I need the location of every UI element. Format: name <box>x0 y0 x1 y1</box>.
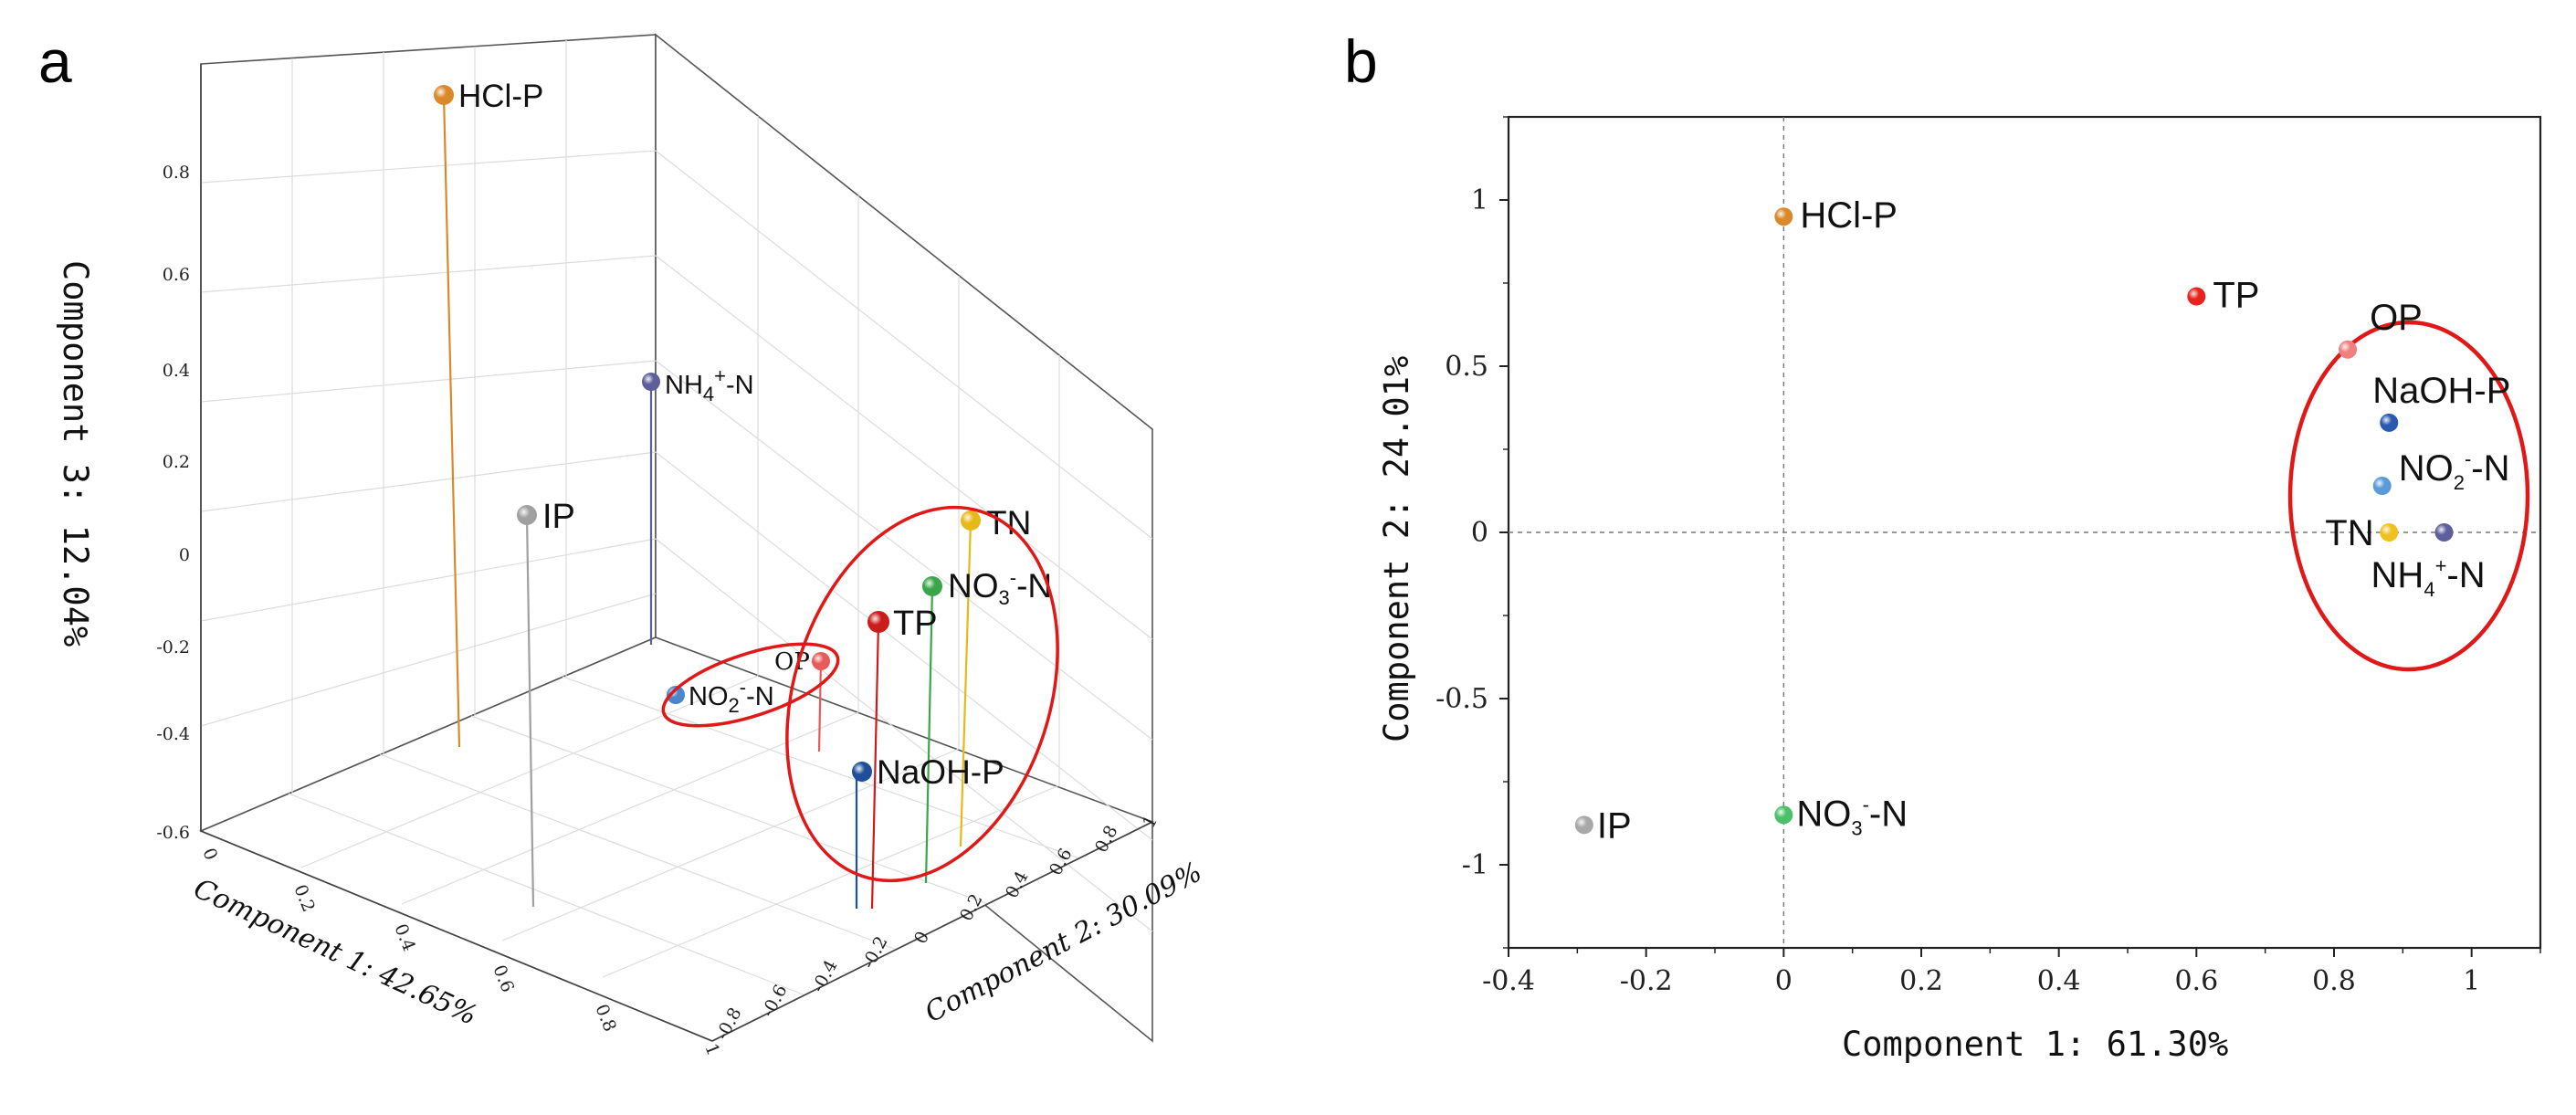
z-tick: -0.2 <box>156 637 190 657</box>
x-tick-label: 0.8 <box>2312 965 2356 997</box>
panel-a-stems <box>442 94 973 910</box>
z-tick: 0 <box>179 545 190 565</box>
highlight-ellipse-small <box>661 642 840 728</box>
highlight-ellipse-large <box>785 505 1059 883</box>
z-tick: 0.4 <box>163 361 190 381</box>
x-tick: 0.4 <box>390 921 419 954</box>
panel-letter-b: b <box>1344 27 1378 95</box>
label-tn: TN <box>2325 513 2373 553</box>
label-no3-n: NO3--N <box>948 566 1052 609</box>
point-shine <box>2372 477 2392 496</box>
x-tick-label: -0.4 <box>1482 965 1535 997</box>
point-shine <box>2380 413 2399 432</box>
x-tick: 0.2 <box>289 882 319 915</box>
label-tp: TP <box>893 605 938 643</box>
point-shine <box>1774 207 1793 226</box>
point-shine <box>1774 805 1793 825</box>
panel-a-points <box>434 85 981 782</box>
x-tick-label: 0.2 <box>1899 965 1943 997</box>
label-hcl-p: HCl-P <box>458 79 543 114</box>
label-nh4-n: NH4+-N <box>2371 554 2486 601</box>
panel-b-plot: -0.4 -0.2 0 0.2 0.4 0.6 0.8 1 1 0.5 0 -0.5 -1 Compone… <box>1377 115 2542 1064</box>
x-axis-label: Component 1: 61.30% <box>1842 1025 2228 1064</box>
x-tick-label: 0 <box>1775 965 1793 997</box>
point-shine <box>2434 523 2454 542</box>
y-tick-label: -0.5 <box>1435 683 1488 715</box>
label-no2-n: NO2--N <box>2399 447 2510 494</box>
x-tick: 0.8 <box>591 1002 620 1035</box>
y-axis-label: Component 2: 24.01% <box>1377 356 1416 742</box>
z-tick-labels: 0.8 0.6 0.4 0.2 0 -0.2 -0.4 -0.6 <box>156 163 190 843</box>
x-tick-label: 1 <box>2463 965 2480 997</box>
label-no3-n: NO3--N <box>1796 793 1908 839</box>
label-tn: TN <box>986 504 1031 542</box>
x-tick: 0 <box>198 846 221 863</box>
label-ip: IP <box>542 498 575 536</box>
y-tick-label: 0 <box>1471 517 1488 549</box>
panel-a-axes <box>200 64 1153 1042</box>
x-tick-label: -0.2 <box>1620 965 1673 997</box>
label-no2-n: NO2--N <box>689 676 774 717</box>
z-axis-label: Component 3: 12.04% <box>56 260 95 647</box>
point-shine <box>2187 287 2206 306</box>
x-tick-label: 0.4 <box>2037 965 2081 997</box>
point-shine <box>1574 815 1593 835</box>
point-shine <box>2380 523 2399 542</box>
z-tick: 0.8 <box>163 163 190 183</box>
panel-letter-a: a <box>38 27 72 95</box>
label-ip: IP <box>1597 805 1632 846</box>
highlight-ellipse <box>2287 320 2530 672</box>
x-tick: 0.6 <box>489 962 518 995</box>
y-tick-label: 1 <box>1471 184 1488 216</box>
z-tick: 0.6 <box>163 265 190 285</box>
label-nh4-n: NH4+-N <box>665 364 754 405</box>
panel-a-grid <box>200 40 1153 996</box>
x-tick-label: 0.6 <box>2174 965 2218 997</box>
panel-a-point-labels: HCl-P NH4+-N IP TN NO3--N TP OP NO2--N N… <box>458 79 1052 791</box>
label-hcl-p: HCl-P <box>1800 195 1898 236</box>
label-op: OP <box>774 648 810 676</box>
x-tick: 1 <box>700 1041 723 1058</box>
label-naoh-p: NaOH-P <box>2372 371 2510 411</box>
z-tick: -0.6 <box>156 823 190 843</box>
label-naoh-p: NaOH-P <box>877 753 1004 791</box>
y-tick-label: 0.5 <box>1445 351 1488 383</box>
label-tp: TP <box>2213 276 2259 316</box>
y-tick-label: -1 <box>1462 849 1488 881</box>
label-op: OP <box>2370 298 2423 338</box>
point-shine <box>2339 340 2358 359</box>
z-tick: -0.4 <box>156 724 190 744</box>
z-tick: 0.2 <box>163 452 190 472</box>
